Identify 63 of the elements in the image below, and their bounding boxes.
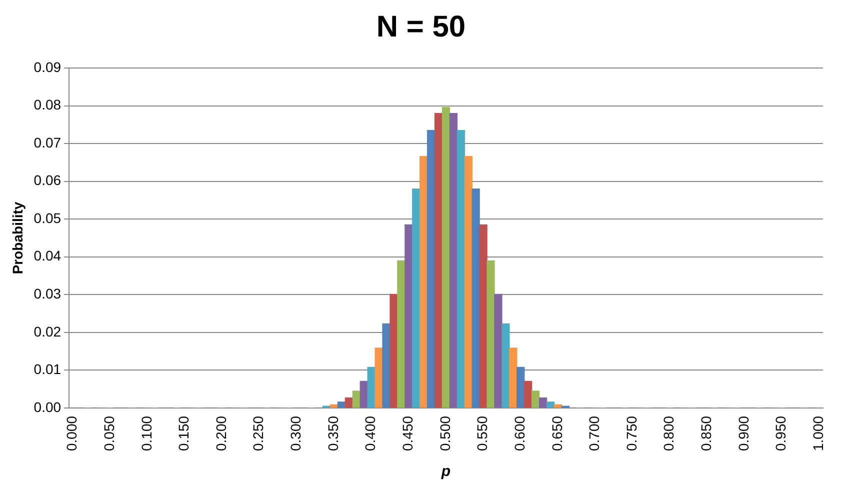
- bar: [464, 156, 472, 408]
- bar: [337, 402, 346, 408]
- bar: [352, 390, 360, 408]
- y-tick-label: 0.09: [34, 58, 62, 75]
- x-tick-label: 0.550: [474, 416, 490, 452]
- bar: [397, 260, 406, 408]
- bar: [516, 366, 525, 408]
- bar: [479, 224, 488, 408]
- chart-title: N = 50: [376, 10, 466, 44]
- x-tick-label: 0.050: [100, 416, 117, 452]
- y-axis-title: Probability: [9, 202, 26, 274]
- x-tick-label: 0.600: [511, 416, 528, 452]
- bar: [344, 397, 354, 408]
- bar: [509, 348, 518, 408]
- x-tick-label: 0.900: [735, 416, 752, 452]
- bar: [524, 380, 532, 408]
- bar: [330, 404, 338, 408]
- bar: [538, 397, 548, 408]
- bar: [502, 323, 510, 408]
- x-tick-label: 0.400: [362, 416, 378, 452]
- x-tick-label: 0.750: [623, 416, 640, 452]
- bar: [374, 348, 383, 408]
- x-tick-label: 0.500: [436, 416, 453, 452]
- bar: [442, 106, 450, 408]
- y-tick-label: 0.06: [34, 172, 62, 188]
- x-tick-label: 0.200: [212, 416, 229, 452]
- x-tick-label: 1.000: [810, 416, 826, 452]
- bar: [420, 156, 428, 408]
- bar: [546, 402, 555, 408]
- bar: [426, 130, 436, 408]
- bar: [412, 188, 420, 408]
- x-tick-label: 0.700: [586, 416, 602, 452]
- y-tick-label: 0.04: [34, 248, 62, 264]
- bar: [382, 323, 390, 408]
- x-tick-label: 0.250: [250, 416, 266, 452]
- bar: [449, 113, 458, 408]
- y-tick-label: 0.03: [34, 286, 62, 302]
- x-tick-label: 0.000: [64, 416, 80, 452]
- x-tick-label: 0.800: [660, 416, 677, 452]
- bar: [360, 380, 368, 408]
- x-tick-label: 0.850: [698, 416, 714, 452]
- x-tick-label: 0.450: [400, 416, 416, 452]
- bar: [434, 113, 443, 408]
- bar: [404, 224, 413, 408]
- bar: [390, 294, 398, 408]
- x-tick-label: 0.950: [772, 416, 789, 452]
- y-tick-label: 0.00: [34, 398, 62, 415]
- bar: [531, 390, 540, 408]
- y-tick-label: 0.05: [34, 210, 62, 226]
- bar: [554, 404, 562, 408]
- x-tick-label: 0.300: [288, 416, 304, 452]
- x-tick-label: 0.100: [138, 416, 154, 452]
- bar: [486, 260, 495, 408]
- x-tick-label: 0.650: [548, 416, 565, 452]
- y-tick-label: 0.08: [34, 96, 62, 113]
- y-tick-label: 0.01: [34, 361, 62, 378]
- x-tick-label: 0.150: [176, 416, 192, 452]
- bar: [494, 294, 502, 408]
- x-tick-label: 0.350: [324, 416, 341, 452]
- bar: [456, 130, 465, 408]
- y-tick-label: 0.02: [34, 323, 62, 340]
- x-axis-title: p: [440, 463, 451, 480]
- y-tick-label: 0.07: [34, 134, 62, 150]
